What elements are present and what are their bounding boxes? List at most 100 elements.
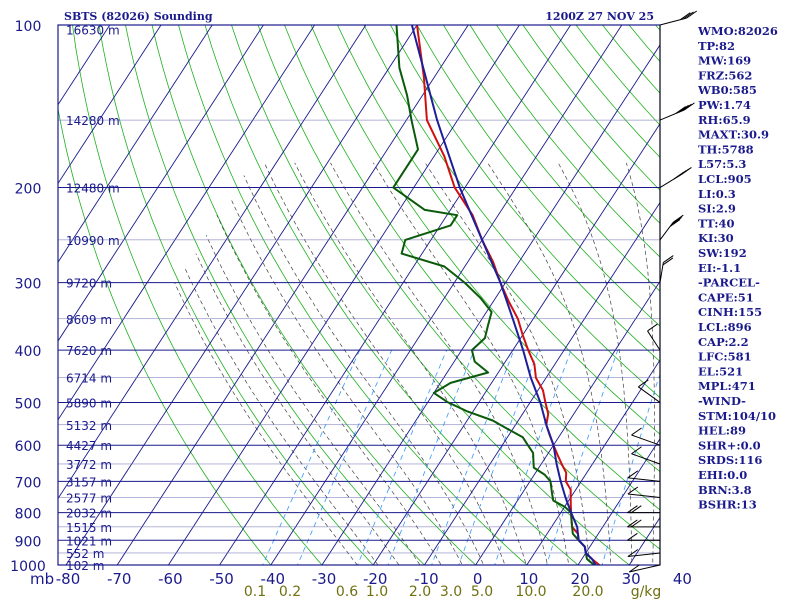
moist-adiabat — [243, 175, 485, 565]
height-label: 10990 m — [66, 234, 120, 248]
index-entry: EI:-1.1 — [698, 261, 741, 275]
height-label: 7620 m — [66, 344, 112, 358]
wind-barb-flag — [662, 257, 674, 266]
isotherm — [65, 25, 418, 565]
mixing-ratio-label: g/kg — [631, 584, 662, 600]
index-entry: WMO:82026 — [697, 24, 778, 38]
index-entry: BSHR:13 — [698, 498, 757, 512]
wind-barb-shaft — [638, 386, 661, 403]
wind-barb-flag — [627, 470, 639, 479]
moist-adiabat — [195, 253, 400, 565]
isotherm — [219, 25, 572, 565]
dry-adiabat — [390, 25, 660, 363]
dry-adiabat — [337, 25, 660, 435]
height-label: 3157 m — [66, 475, 112, 489]
pressure-tick-label: 200 — [15, 182, 42, 198]
temperature-tick-label: -70 — [107, 570, 132, 588]
dry-adiabat — [284, 25, 660, 511]
mixing-ratio-label: 10.0 — [515, 584, 546, 600]
wind-barb-shaft — [659, 221, 674, 241]
dry-adiabat — [443, 25, 660, 292]
wind-barb-flag — [627, 549, 639, 557]
index-entry: MW:169 — [698, 54, 751, 68]
dry-adiabat — [178, 25, 528, 565]
height-label: 12480 m — [66, 182, 120, 196]
dry-adiabat — [58, 106, 272, 565]
pressure-tick-label: 700 — [15, 475, 42, 491]
isotherm — [526, 359, 660, 565]
wind-barb-flag — [638, 379, 649, 388]
wind-barb-flag — [675, 106, 686, 114]
wind-barb-flag — [647, 323, 658, 332]
wind-barb-flag — [627, 505, 638, 514]
dry-adiabat — [496, 25, 660, 224]
wind-barb-flag — [628, 564, 640, 573]
moist-adiabat — [174, 282, 358, 565]
mixing-ratio-line — [387, 349, 475, 565]
height-label: 5132 m — [66, 419, 112, 433]
wind-barb-shaft — [627, 493, 661, 499]
temperature-tick-label: 20 — [570, 570, 589, 588]
isotherm — [475, 280, 660, 565]
wind-barb-flag — [669, 219, 681, 227]
index-entry: TH:5788 — [698, 142, 754, 156]
isotherm — [372, 122, 660, 565]
wind-barb-shaft — [659, 109, 685, 121]
mixing-ratio-line — [494, 349, 572, 565]
height-label: 16630 m — [66, 24, 120, 38]
temperature-tick-label: -50 — [209, 570, 234, 588]
index-entry: PW:1.74 — [698, 98, 751, 112]
wind-barb-flag — [684, 102, 695, 111]
temperature-tick-label: -30 — [312, 570, 337, 588]
temperature-tick-label: -20 — [363, 570, 388, 588]
moist-adiabat — [216, 215, 442, 565]
isotherm — [58, 25, 367, 500]
index-entry: MPL:471 — [698, 379, 756, 393]
pressure-tick-label: 100 — [15, 19, 42, 35]
profiles — [392, 25, 601, 565]
index-entry: -WIND- — [698, 394, 746, 408]
moist-adiabat — [625, 162, 655, 565]
mixing-ratio-label: 0.6 — [336, 584, 358, 600]
sounding-indices: WMO:82026TP:82MW:169FRZ:562WB0:585PW:1.7… — [697, 24, 778, 512]
wind-barb-flag — [673, 214, 684, 223]
isotherm — [58, 25, 264, 342]
height-label: 1021 m — [66, 534, 112, 548]
pressure-tick-label: 600 — [15, 439, 42, 455]
height-label: 5890 m — [66, 396, 112, 410]
isotherm — [58, 25, 162, 185]
index-entry: STM:104/10 — [698, 409, 776, 423]
isotherm — [167, 25, 520, 565]
index-entry: CAPE:51 — [698, 290, 754, 304]
header-text: SBTS (82026) Sounding 1200Z 27 NOV 25 — [64, 10, 654, 23]
mixing-ratio-line — [357, 349, 448, 565]
wind-barb-flag — [671, 216, 682, 225]
dry-adiabat — [204, 25, 579, 565]
pressure-tick-label: 500 — [15, 396, 42, 412]
wind-barb-flag — [627, 519, 638, 528]
isotherm — [58, 25, 213, 264]
wind-barb-flag — [686, 10, 698, 19]
dry-adiabat — [416, 25, 660, 327]
dry-adiabat — [363, 25, 660, 399]
moist-adiabat — [673, 163, 686, 577]
wind-barb-flag — [673, 171, 685, 180]
index-entry: FRZ:562 — [698, 68, 752, 82]
wind-barb-flag — [678, 104, 689, 113]
temperature-tick-label: 0 — [473, 570, 483, 588]
wind-barb-shaft — [627, 477, 661, 482]
wind-barb-shaft — [629, 564, 661, 573]
mixing-ratio-line — [431, 349, 515, 565]
index-entry: SI:2.9 — [698, 202, 736, 216]
mixing-ratio-label: 0.2 — [279, 584, 301, 600]
height-label: 1515 m — [66, 521, 112, 535]
moist-adiabat — [294, 162, 527, 565]
dry-adiabat — [310, 25, 660, 473]
mixing-ratio-line — [297, 349, 393, 565]
height-label: 3772 m — [66, 458, 112, 472]
chart-time: 1200Z 27 NOV 25 — [545, 10, 654, 23]
wind-barb-flag — [681, 103, 692, 112]
wind-barb-shaft — [659, 17, 687, 26]
